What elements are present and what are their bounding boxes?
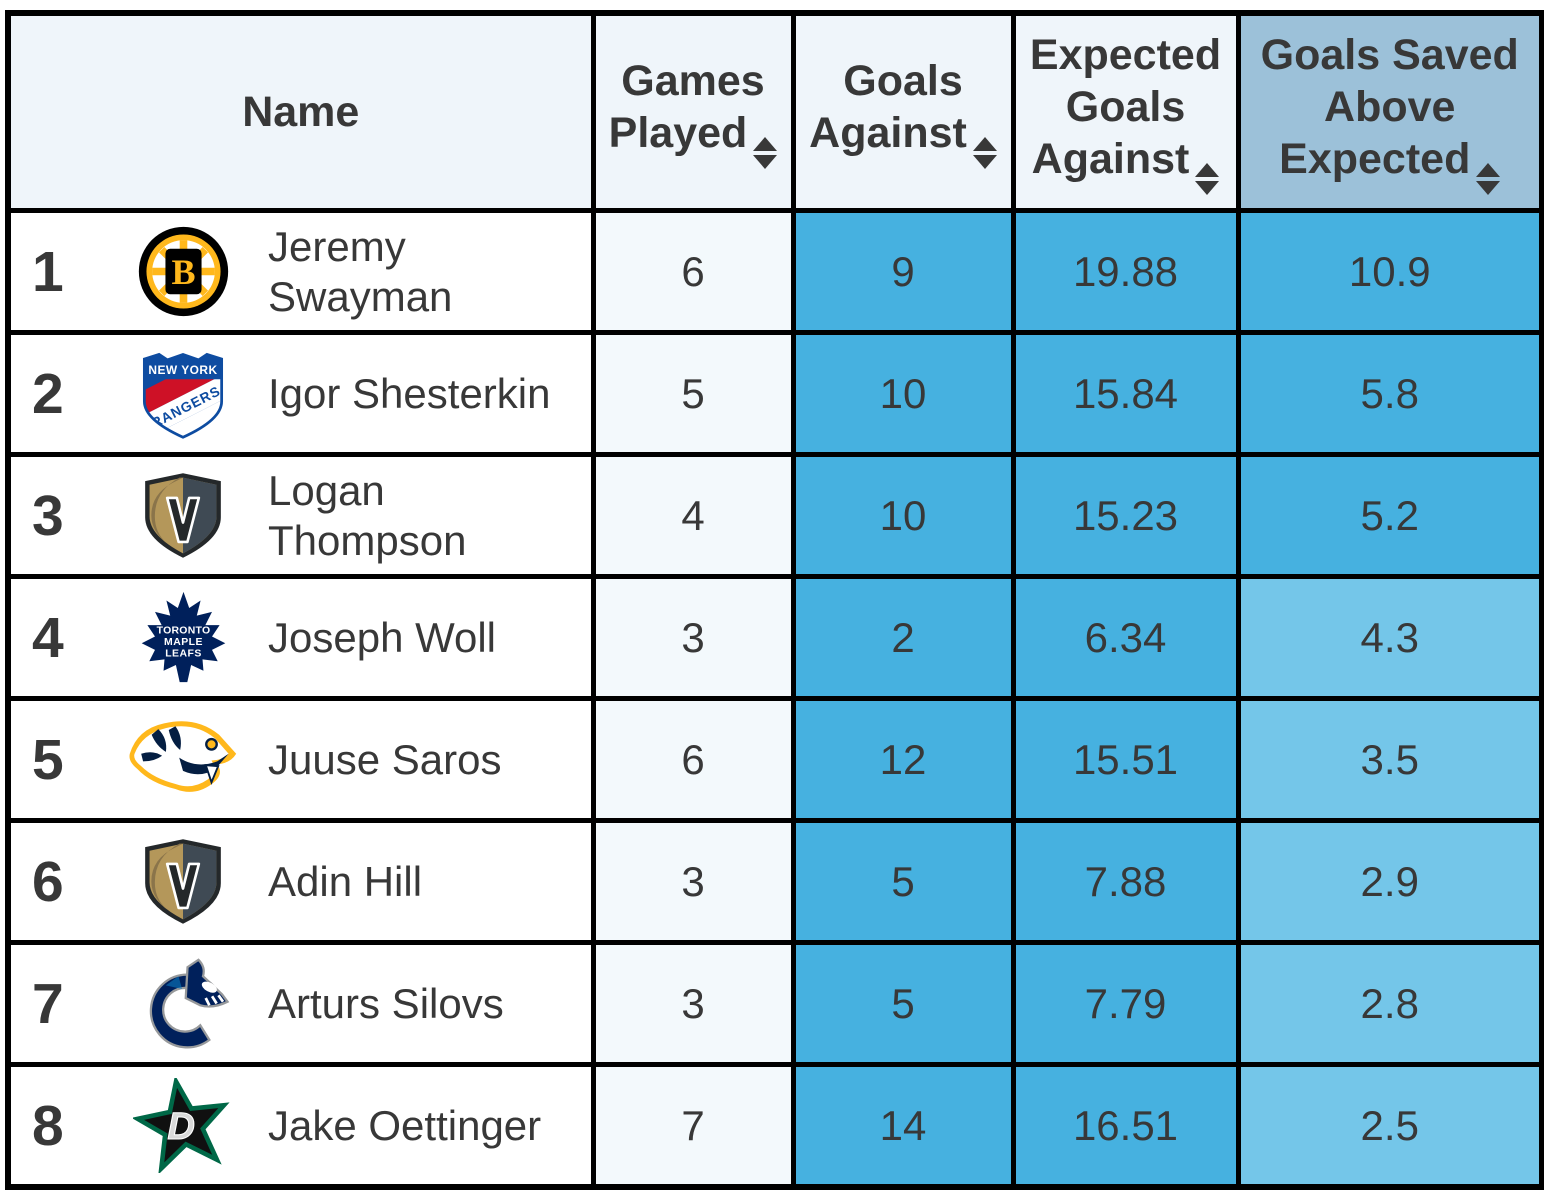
expected-goals-against-cell: 6.34 [1010,574,1241,701]
gsax-cell: 2.8 [1235,940,1544,1067]
svg-text:MAPLE: MAPLE [164,637,203,648]
svg-text:D: D [167,1105,195,1148]
gsax-cell: 2.5 [1235,1062,1544,1190]
player-name: Adin Hill [268,857,423,905]
svg-text:NEW YORK: NEW YORK [148,362,217,376]
name-cell: 5 Juuse Saros [5,696,596,823]
expected-goals-against-cell: 15.84 [1010,330,1241,457]
games-played-cell: 3 [590,818,796,945]
goals-against-cell: 9 [790,208,1016,335]
column-header-name: Name [5,10,596,213]
expected-goals-against-cell: 7.79 [1010,940,1241,1067]
table-row: 2 RANGERS NEW YORK Igor Shesterkin 5 10 1… [5,330,1544,457]
name-cell: 3 Logan Thompson [5,452,596,579]
table-row: 1 B Jeremy Swayman 6 9 19.88 10.9 [5,208,1544,335]
sort-up-down-icon [1195,163,1220,196]
player-name: Logan Thompson [268,466,467,564]
goals-against-cell: 10 [790,330,1016,457]
player-name: Jeremy Swayman [268,222,453,320]
player-name: Jake Oettinger [268,1101,542,1149]
team-logo-icon [108,834,258,929]
sort-up-down-icon [753,137,778,170]
team-logo-icon [108,958,258,1049]
team-logo-icon: D [108,1078,258,1173]
gsax-cell: 10.9 [1235,208,1544,335]
name-cell: 1 B Jeremy Swayman [5,208,596,335]
gsax-cell: 3.5 [1235,696,1544,823]
games-played-cell: 5 [590,330,796,457]
column-header-label: Expected Goals Against [1029,30,1222,184]
expected-goals-against-cell: 19.88 [1010,208,1241,335]
goals-against-cell: 10 [790,452,1016,579]
games-played-cell: 4 [590,452,796,579]
games-played-cell: 6 [590,696,796,823]
games-played-cell: 3 [590,574,796,701]
expected-goals-against-cell: 15.51 [1010,696,1241,823]
team-logo-icon: TORONTO MAPLE LEAFS [108,590,258,685]
games-played-cell: 6 [590,208,796,335]
rank-label: 7 [32,971,64,1036]
name-cell: 4 TORONTO MAPLE LEAFS Joseph Woll [5,574,596,701]
column-header-expected-goals-against[interactable]: Expected Goals Against [1010,10,1241,213]
rank-label: 2 [32,361,64,426]
gsax-cell: 5.8 [1235,330,1544,457]
column-header-label: Name [242,87,360,136]
player-name: Igor Shesterkin [268,369,551,417]
table-row: 8 D Jake Oettinger 7 14 16.51 2.5 [5,1062,1544,1190]
rank-label: 4 [32,605,64,670]
player-name: Juuse Saros [268,735,502,783]
name-cell: 7 Arturs Silovs [5,940,596,1067]
expected-goals-against-cell: 16.51 [1010,1062,1241,1190]
goals-against-cell: 5 [790,940,1016,1067]
gsax-cell: 2.9 [1235,818,1544,945]
gsax-cell: 5.2 [1235,452,1544,579]
svg-text:LEAFS: LEAFS [165,649,202,660]
header-row: Name Games Played Goals Against Expected… [5,10,1544,213]
expected-goals-against-cell: 15.23 [1010,452,1241,579]
svg-text:B: B [171,252,195,292]
table-row: 6 Adin Hill 3 5 7.88 2.9 [5,818,1544,945]
column-header-label: Goals Against [809,56,967,158]
rank-label: 6 [32,849,64,914]
name-cell: 2 RANGERS NEW YORK Igor Shesterkin [5,330,596,457]
column-header-label: Goals Saved Above Expected [1260,30,1519,184]
team-logo-icon: RANGERS NEW YORK [108,348,258,440]
name-cell: 8 D Jake Oettinger [5,1062,596,1190]
team-logo-icon [108,712,258,807]
rank-label: 8 [32,1093,64,1158]
name-cell: 6 Adin Hill [5,818,596,945]
player-name: Arturs Silovs [268,979,504,1027]
column-header-goals-against[interactable]: Goals Against [790,10,1016,213]
goals-against-cell: 5 [790,818,1016,945]
sort-up-down-icon [972,137,997,170]
team-logo-icon [108,468,258,563]
column-header-label: Games Played [608,56,765,158]
table-row: 3 Logan Thompson 4 10 15.23 5.2 [5,452,1544,579]
table-row: 4 TORONTO MAPLE LEAFS Joseph Woll 3 2 6.34… [5,574,1544,701]
table-row: 5 Juuse Saros 6 12 15.51 3.5 [5,696,1544,823]
goalie-stats-table: Name Games Played Goals Against Expected… [5,10,1544,1190]
goals-against-cell: 12 [790,696,1016,823]
player-name: Joseph Woll [268,613,497,661]
rank-label: 5 [32,727,64,792]
goals-against-cell: 2 [790,574,1016,701]
team-logo-icon: B [108,224,258,319]
svg-text:TORONTO: TORONTO [156,626,210,637]
column-header-goals-saved-above-expected[interactable]: Goals Saved Above Expected [1235,10,1544,213]
gsax-cell: 4.3 [1235,574,1544,701]
rank-label: 1 [32,239,64,304]
rank-label: 3 [32,483,64,548]
table-row: 7 Arturs Silovs 3 5 7.79 2.8 [5,940,1544,1067]
games-played-cell: 7 [590,1062,796,1190]
expected-goals-against-cell: 7.88 [1010,818,1241,945]
column-header-games-played[interactable]: Games Played [590,10,796,213]
games-played-cell: 3 [590,940,796,1067]
sort-up-down-icon [1476,163,1501,196]
goals-against-cell: 14 [790,1062,1016,1190]
